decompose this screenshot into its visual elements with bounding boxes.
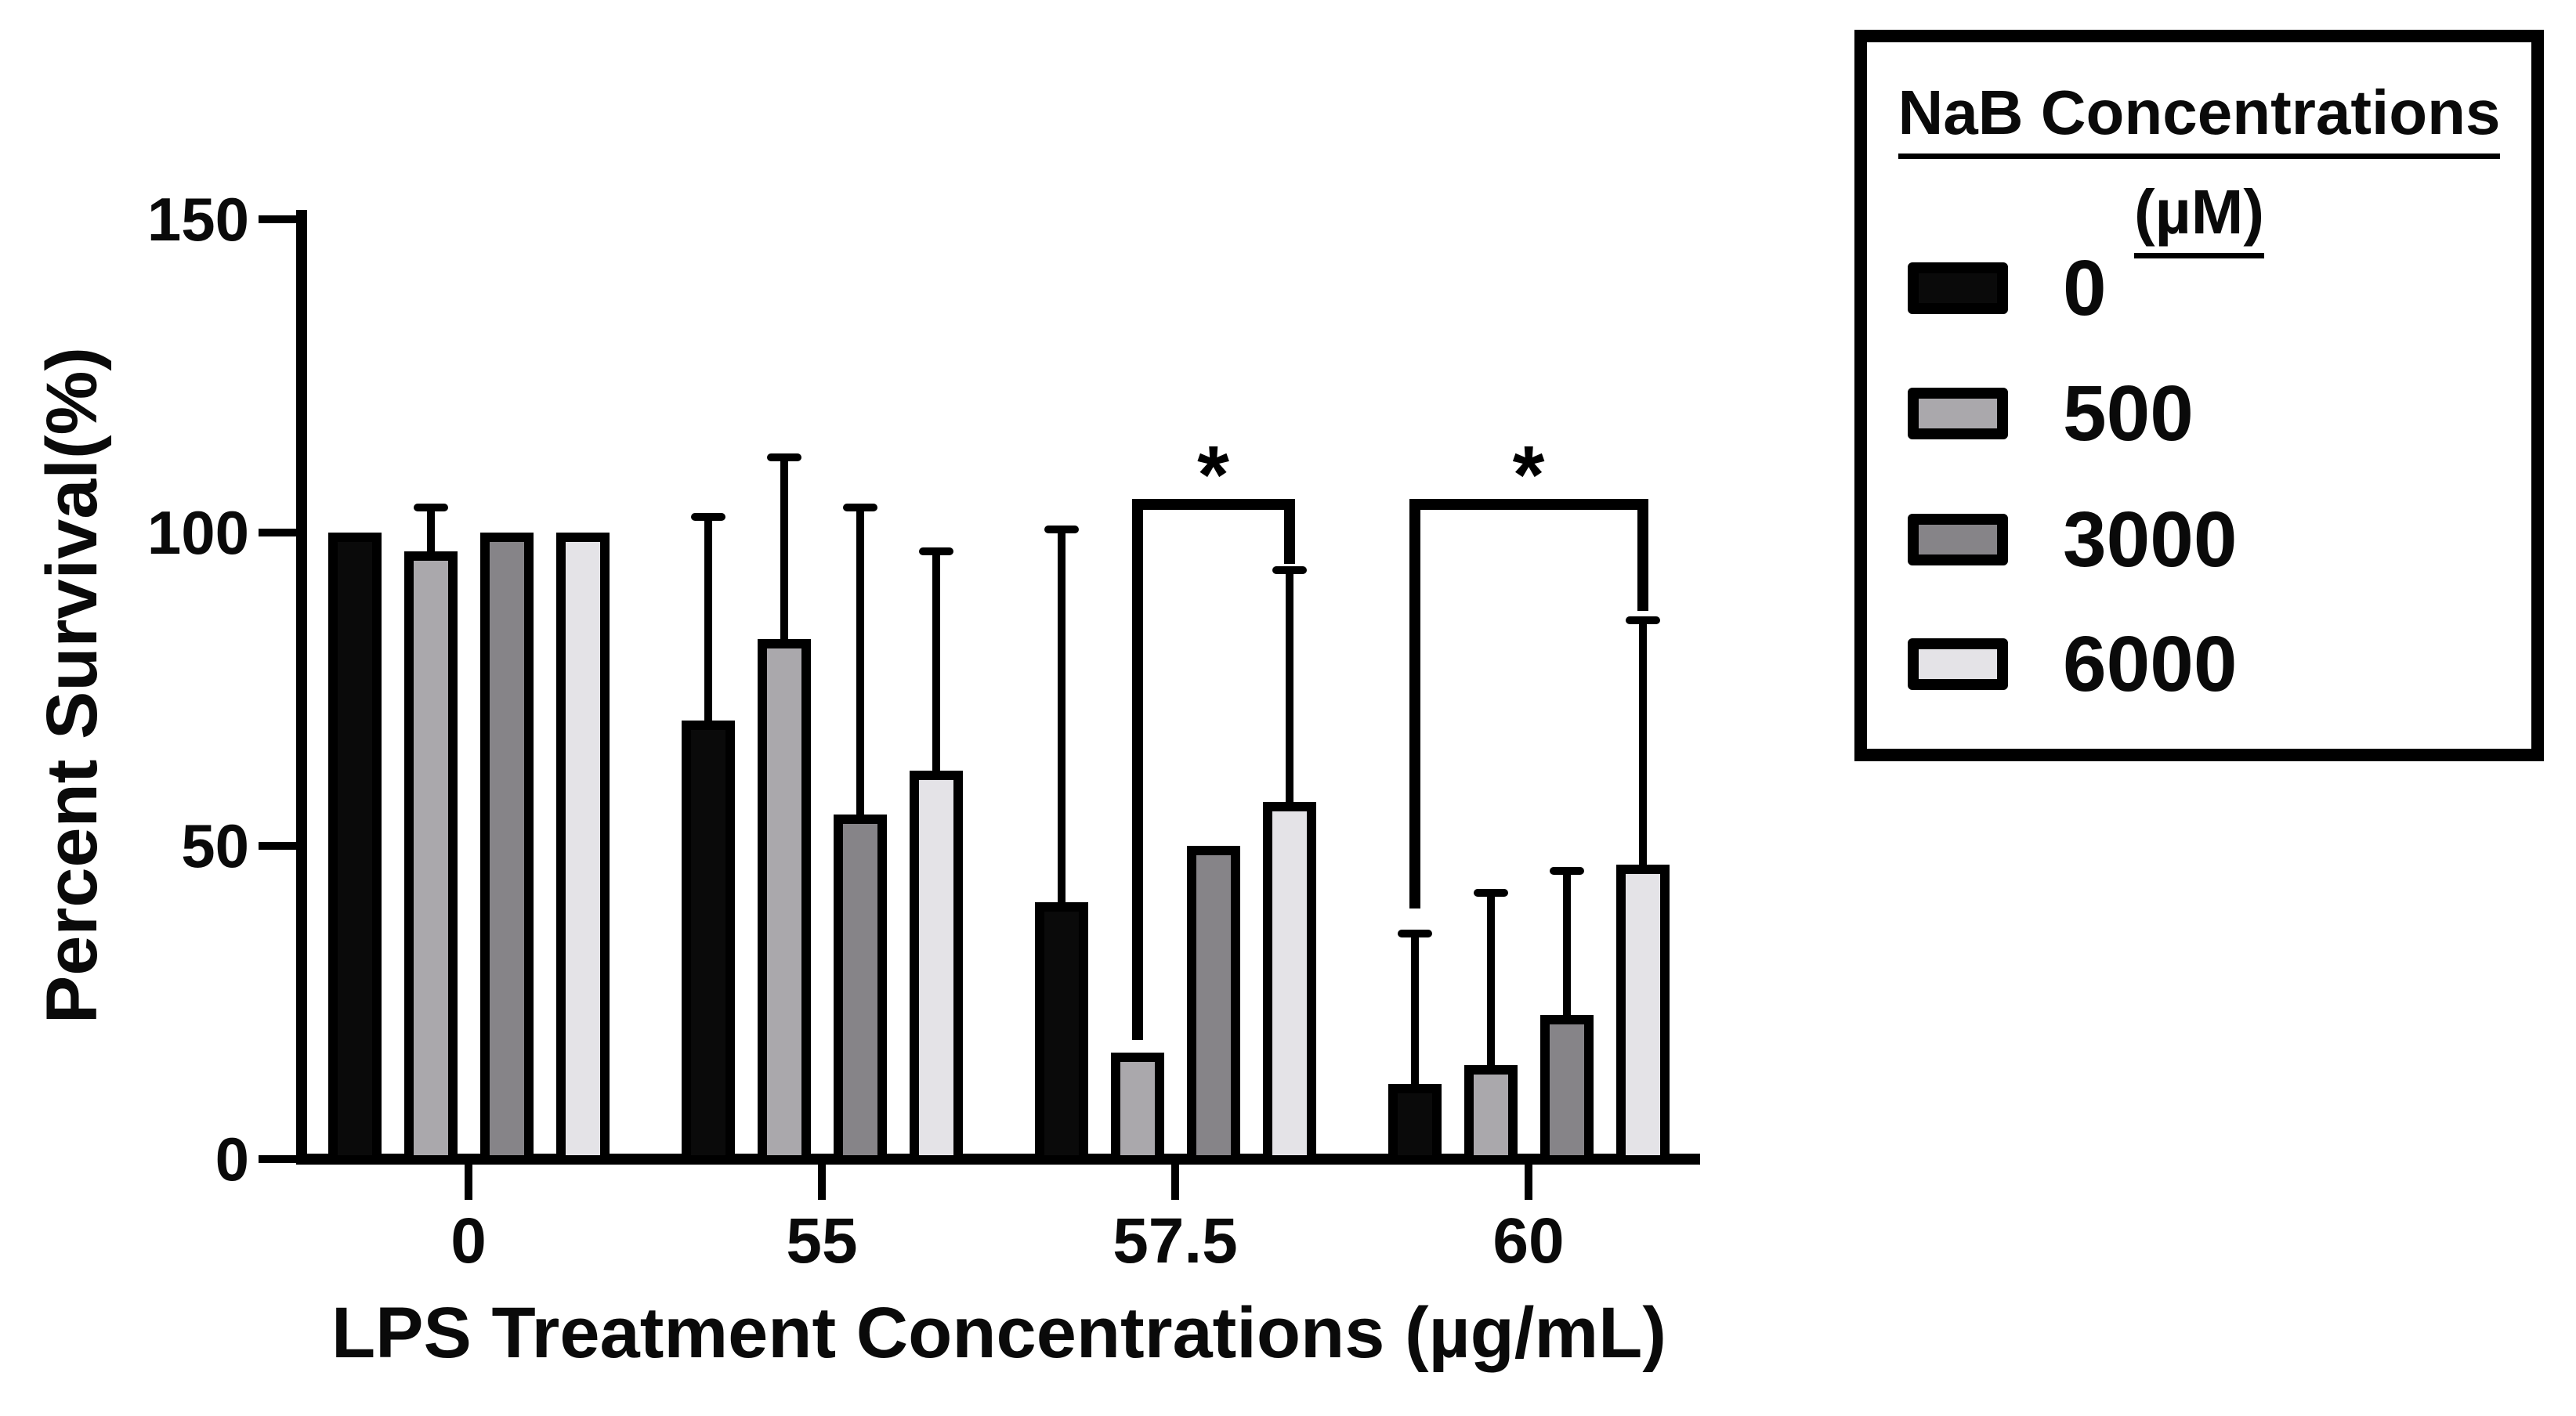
x-axis-line [296,1154,1700,1165]
bar-0-500 [403,551,458,1165]
error-bar-cap [413,504,448,511]
significance-asterisk: * [1197,429,1229,521]
y-tick-label: 100 [147,498,249,567]
x-tick [1525,1165,1532,1200]
error-bar-stem [1057,529,1065,907]
legend-swatch-3000 [1908,514,2008,565]
y-tick-label: 0 [215,1125,249,1194]
x-tick-label: 60 [1492,1205,1565,1277]
y-axis-title: Percent Survival(%) [32,346,112,1024]
legend-item-label: 6000 [2063,620,2238,708]
x-tick-label: 57.5 [1113,1205,1238,1277]
error-bar-cap [1625,616,1660,624]
y-tick [259,215,296,223]
error-bar-cap [1549,867,1584,875]
sig-bracket-top [1131,499,1295,510]
error-bar-stem [1486,893,1495,1070]
error-bar-cap [1397,930,1432,937]
bar-0-3000 [479,533,534,1165]
bar-57.5-0 [1034,902,1088,1165]
error-bar-cap [690,513,725,521]
x-axis-title: LPS Treatment Concentrations (µg/mL) [331,1293,1667,1373]
legend-title: NaB Concentrations (µM) [1867,77,2531,258]
error-bar-stem [426,508,435,556]
sig-bracket-top [1409,499,1648,510]
legend-item-label: 3000 [2063,496,2238,583]
legend-item-label: 500 [2063,370,2194,457]
sig-bracket-left-leg [1131,499,1143,1040]
error-bar-cap [918,547,953,555]
error-bar-stem [856,508,864,819]
bar-60-0 [1387,1084,1442,1165]
legend-item-label: 0 [2063,244,2107,332]
error-bar-stem [1638,620,1647,869]
legend-title-line2: (µM) [1867,176,2531,258]
bar-0-6000 [555,533,610,1165]
bar-55-500 [757,639,811,1165]
bar-55-0 [681,721,735,1165]
y-tick [259,842,296,850]
legend-swatch-0 [1908,262,2008,314]
bar-57.5-500 [1110,1053,1164,1165]
y-tick-label: 50 [181,811,249,880]
bar-55-6000 [909,771,963,1165]
legend-box: NaB Concentrations (µM) 0 500 3000 6000 [1854,30,2544,761]
error-bar-cap [766,453,801,461]
error-bar-cap [1272,566,1307,574]
sig-bracket-right-leg [1283,499,1295,564]
error-bar-stem [1562,871,1571,1020]
error-bar-cap [842,504,877,511]
x-tick [465,1165,472,1200]
error-bar-stem [1285,570,1293,807]
significance-asterisk: * [1512,429,1545,521]
bar-0-0 [327,533,382,1165]
bar-60-3000 [1539,1015,1594,1165]
error-bar-cap [1044,526,1079,533]
legend-swatch-500 [1908,388,2008,439]
x-tick-label: 0 [450,1205,487,1277]
error-bar-stem [704,517,712,725]
x-tick [818,1165,826,1200]
y-tick [259,529,296,536]
error-bar-stem [1410,934,1419,1089]
y-tick-label: 150 [147,185,249,254]
error-bar-stem [780,457,788,644]
bar-57.5-3000 [1186,846,1240,1165]
error-bar-stem [932,551,940,775]
bar-57.5-6000 [1262,802,1316,1165]
sig-bracket-right-leg [1637,499,1648,611]
y-tick [259,1155,296,1163]
legend-swatch-6000 [1908,638,2008,690]
y-axis-line [296,210,307,1165]
error-bar-cap [1473,889,1508,897]
x-tick [1171,1165,1179,1200]
x-tick-label: 55 [786,1205,858,1277]
legend-title-line1: NaB Concentrations [1867,77,2531,159]
bar-55-3000 [833,815,887,1165]
bar-60-500 [1463,1065,1518,1165]
sig-bracket-left-leg [1409,499,1420,908]
bar-60-6000 [1615,865,1670,1165]
